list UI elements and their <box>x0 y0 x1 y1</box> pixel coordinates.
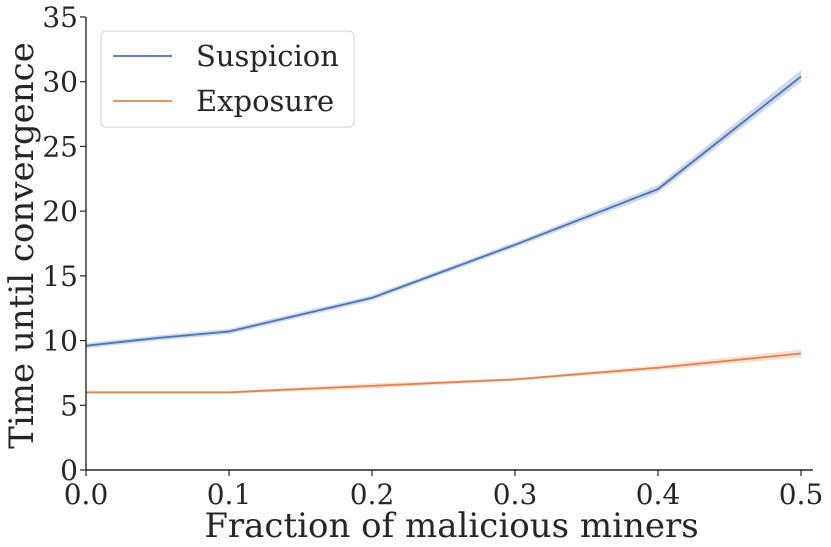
legend: Suspicion Exposure <box>100 30 355 128</box>
legend-label-exposure: Exposure <box>196 84 334 118</box>
x-tick-label: 0.2 <box>350 478 395 511</box>
exposure-confidence-band <box>86 349 801 394</box>
x-tick-label: 0.3 <box>493 478 538 511</box>
x-axis-ticks: 0.0 0.1 0.2 0.3 0.4 0.5 <box>64 470 824 511</box>
y-tick-label: 35 <box>42 1 78 34</box>
y-tick-label: 15 <box>42 260 78 293</box>
y-axis-ticks: 0 5 10 15 20 25 30 35 <box>42 1 86 487</box>
legend-items: Suspicion Exposure <box>113 39 339 118</box>
suspicion-line <box>85 75 802 347</box>
y-tick-label: 20 <box>42 195 78 228</box>
exposure-line <box>86 352 802 394</box>
x-tick-label: 0.1 <box>207 478 252 511</box>
y-tick-label: 5 <box>60 389 78 422</box>
x-tick-label: 0.0 <box>64 478 109 511</box>
legend-label-suspicion: Suspicion <box>196 39 339 73</box>
axes <box>85 17 813 471</box>
x-axis-title: Fraction of malicious miners <box>204 506 698 546</box>
y-tick-label: 10 <box>42 325 78 358</box>
y-tick-label: 0 <box>60 454 78 487</box>
y-tick-label: 30 <box>42 66 78 99</box>
series-lines <box>85 75 802 394</box>
x-tick-label: 0.5 <box>779 478 824 511</box>
y-tick-label: 25 <box>42 130 78 163</box>
legend-box <box>100 30 355 128</box>
x-tick-label: 0.4 <box>636 478 681 511</box>
y-axis-title: Time until convergence <box>2 42 42 449</box>
